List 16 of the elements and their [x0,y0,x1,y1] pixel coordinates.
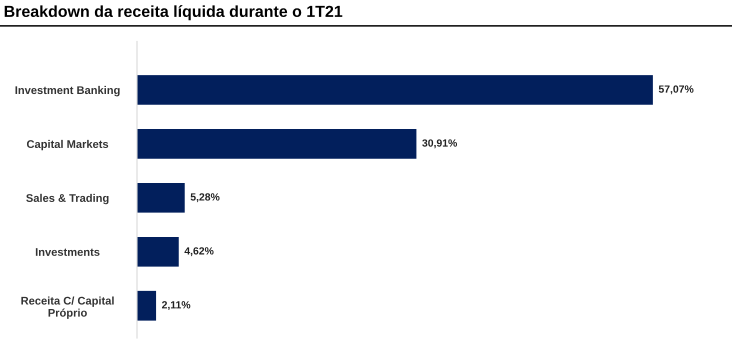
bar [137,129,416,159]
bar [137,183,185,213]
data-label: 2,11% [162,301,190,310]
y-tick-label: Sales & Trading [26,194,108,204]
data-label: 4,62% [184,247,214,256]
data-label: 5,28% [190,193,220,202]
data-label: 57,07% [658,85,694,94]
y-tick-label: Capital Markets [26,140,108,150]
y-tick-label: Investment Banking [16,86,120,96]
data-label: 30,91% [422,139,458,148]
chart-title: Breakdown da receita líquida durante o 1T21 [4,5,342,20]
y-tick-label: Receita C/ Capital Próprio [21,296,114,319]
bar [137,290,156,321]
bar [137,236,179,267]
y-tick-label: Investments [36,248,100,256]
bar [137,75,653,105]
